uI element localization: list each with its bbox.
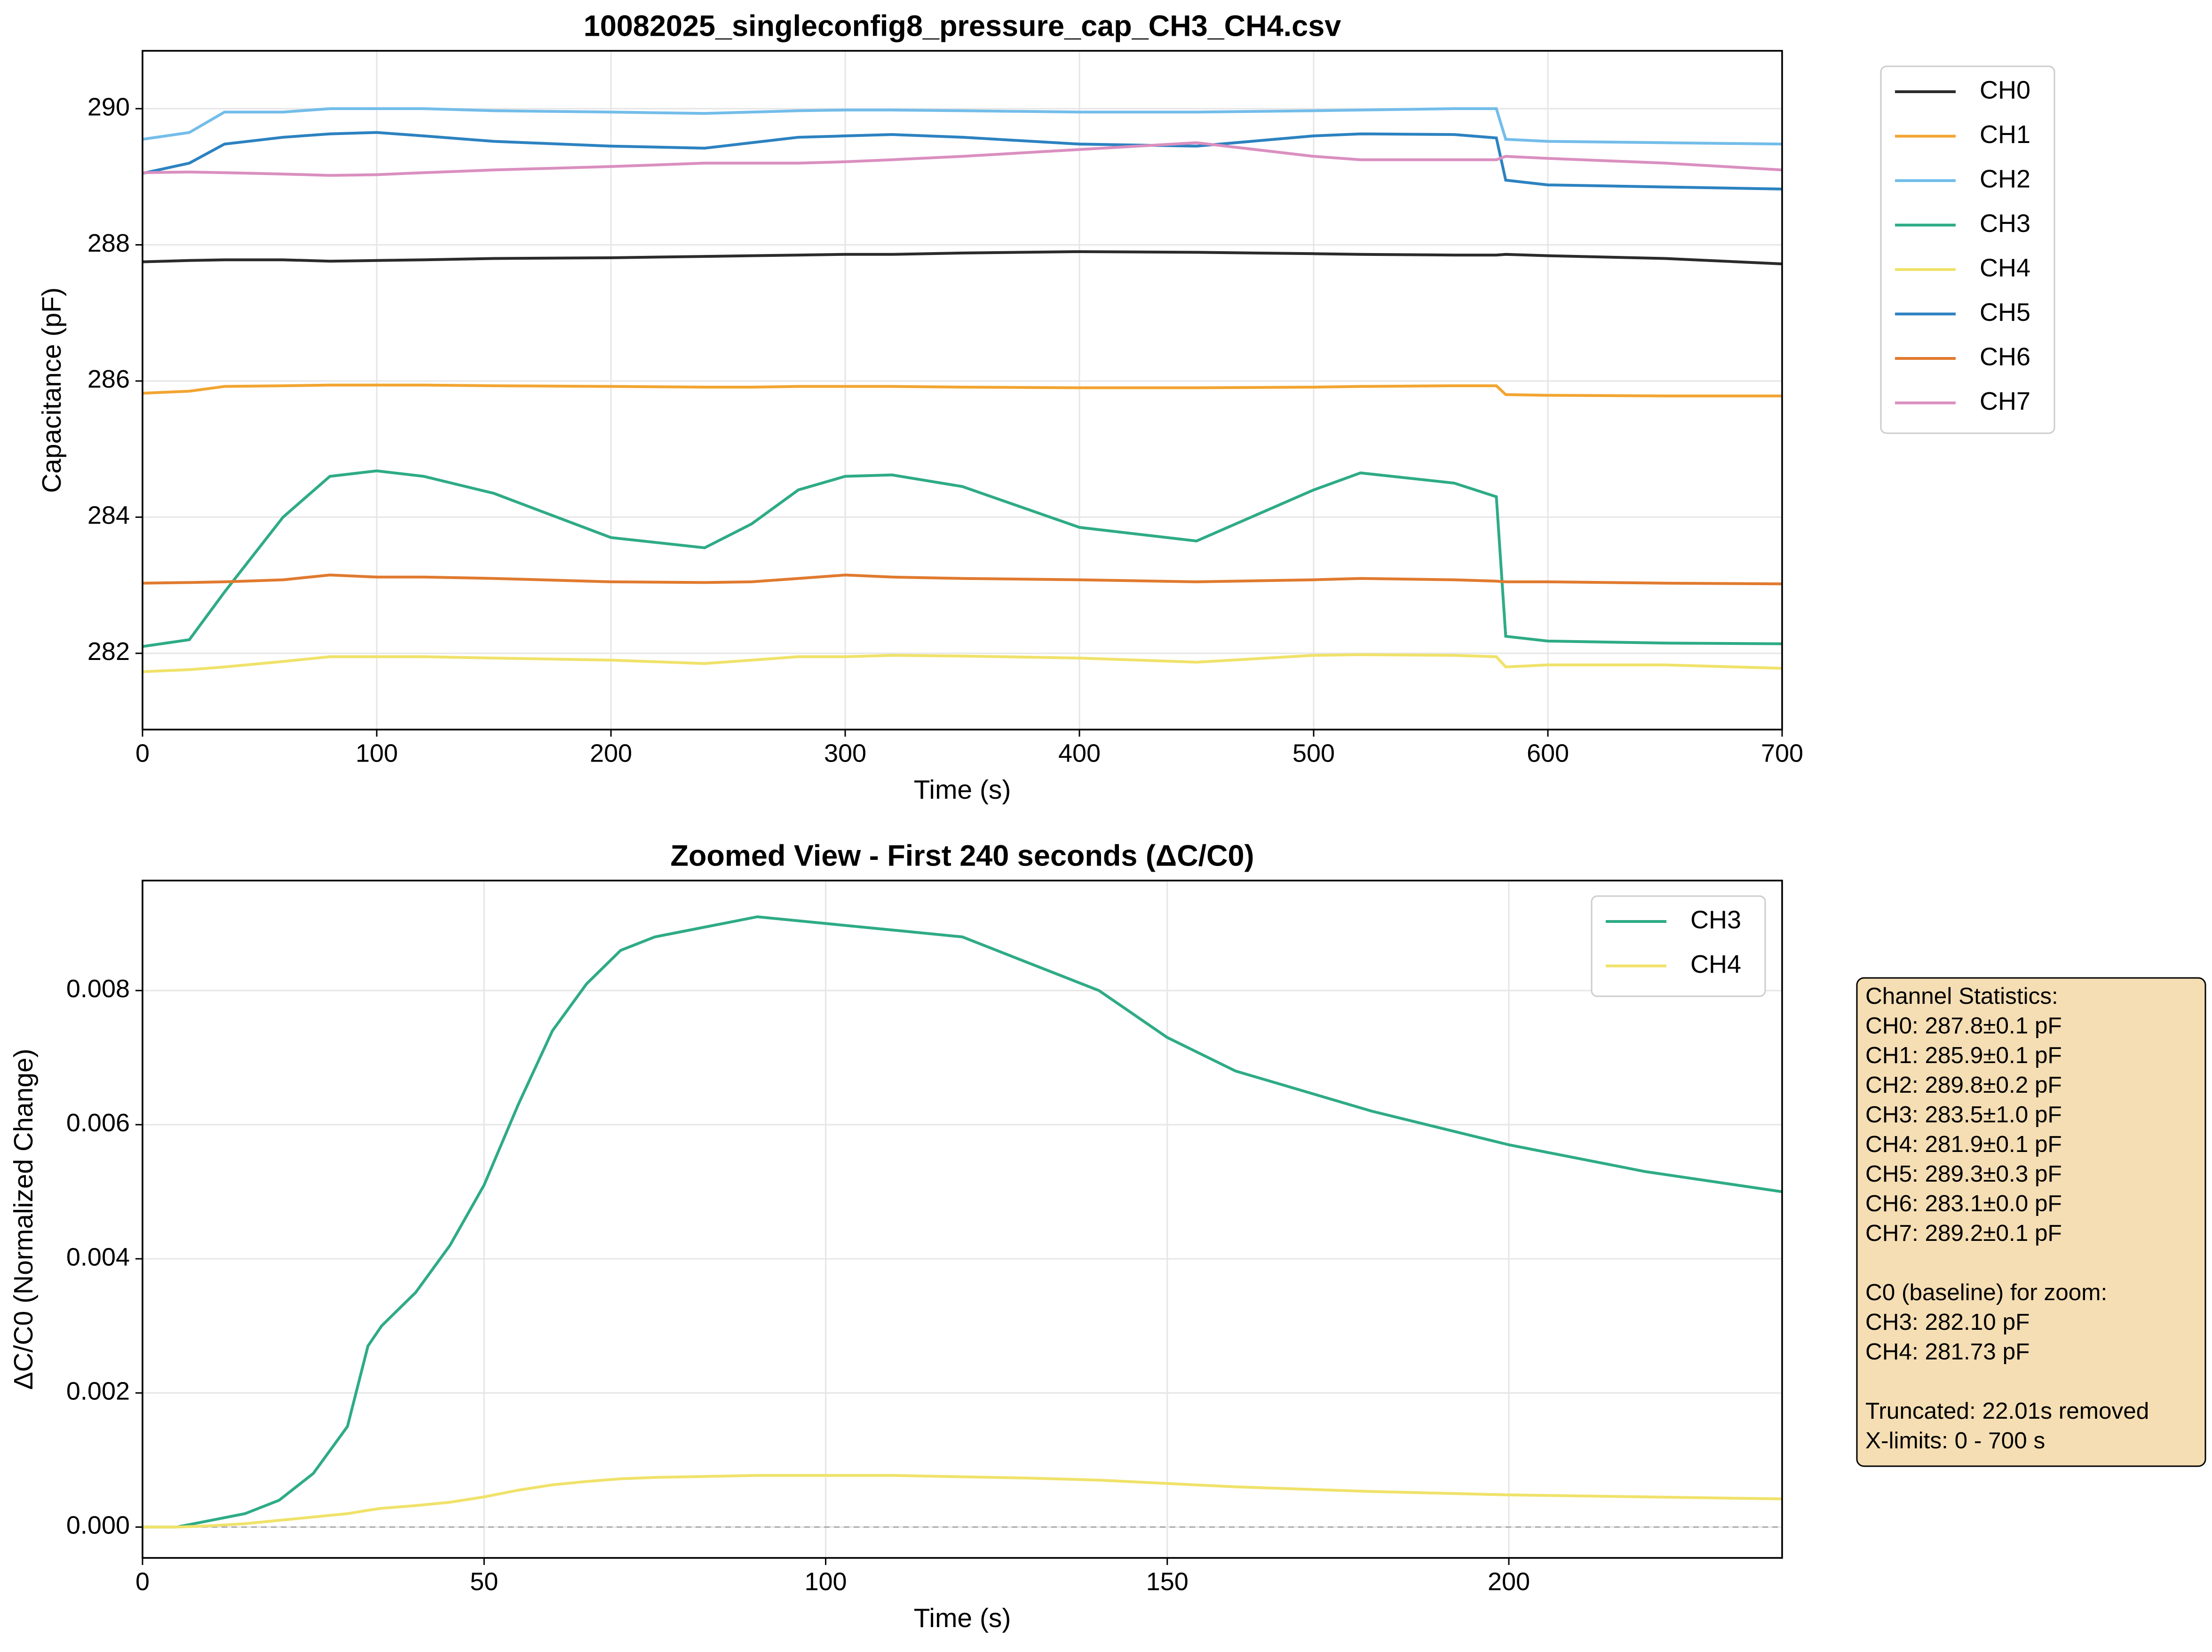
stats-line: CH0: 287.8±0.1 pF — [1865, 1013, 2062, 1039]
y-tick-label: 286 — [87, 365, 130, 393]
plot-frame — [142, 880, 1783, 1559]
stats-line: C0 (baseline) for zoom: — [1865, 1279, 2107, 1305]
stats-line: CH3: 282.10 pF — [1865, 1309, 2030, 1335]
y-tick-label: 290 — [87, 93, 130, 121]
series-line — [143, 1474, 1782, 1529]
x-tick-label: 50 — [470, 1567, 498, 1596]
x-tick-label: 500 — [1292, 739, 1335, 767]
legend-label: CH1 — [1980, 120, 2030, 149]
stats-line: CH6: 283.1±0.0 pF — [1865, 1191, 2062, 1216]
stats-line: CH3: 283.5±1.0 pF — [1865, 1102, 2062, 1128]
stats-line: CH2: 289.8±0.2 pF — [1865, 1072, 2062, 1098]
stats-line: Truncated: 22.01s removed — [1865, 1398, 2149, 1424]
series-line — [143, 469, 1782, 648]
y-tick-label: 0.006 — [66, 1109, 130, 1137]
y-tick-label: 0.002 — [66, 1377, 130, 1406]
series-line — [143, 653, 1782, 673]
stats-line: Channel Statistics: — [1865, 983, 2058, 1009]
y-tick-label: 282 — [87, 637, 130, 666]
x-axis-label: Time (s) — [914, 775, 1011, 805]
x-tick-label: 400 — [1058, 739, 1101, 767]
legend-label: CH7 — [1980, 387, 2030, 415]
series-line — [143, 250, 1782, 266]
x-tick-label: 600 — [1527, 739, 1569, 767]
series-line — [143, 141, 1782, 177]
stats-box — [1856, 977, 2206, 1467]
plot-frame — [142, 50, 1783, 731]
y-tick-label: 288 — [87, 229, 130, 257]
x-tick-label: 100 — [356, 739, 398, 767]
chart-title: 10082025_singleconfig8_pressure_cap_CH3_… — [584, 10, 1341, 43]
x-tick-label: 700 — [1761, 739, 1803, 767]
chart-title: Zoomed View - First 240 seconds (ΔC/C0) — [670, 840, 1254, 873]
stats-line: CH5: 289.3±0.3 pF — [1865, 1161, 2062, 1187]
legend-label: CH6 — [1980, 342, 2030, 371]
legend-label: CH5 — [1980, 298, 2030, 326]
y-axis-label: ΔC/C0 (Normalized Change) — [8, 1048, 39, 1390]
x-axis-label: Time (s) — [914, 1603, 1011, 1633]
y-tick-label: 0.000 — [66, 1511, 130, 1540]
x-tick-label: 200 — [590, 739, 632, 767]
stats-line: X-limits: 0 - 700 s — [1865, 1428, 2045, 1453]
series-line — [143, 107, 1782, 146]
stats-line: CH7: 289.2±0.1 pF — [1865, 1220, 2062, 1246]
y-tick-label: 0.004 — [66, 1243, 130, 1271]
x-tick-label: 200 — [1488, 1567, 1530, 1596]
stats-line: CH4: 281.73 pF — [1865, 1339, 2030, 1365]
x-tick-label: 150 — [1146, 1567, 1189, 1596]
series-line — [143, 573, 1782, 586]
x-tick-label: 0 — [135, 1567, 150, 1596]
legend-label: CH4 — [1690, 950, 1741, 978]
series-line — [143, 383, 1782, 397]
y-tick-label: 0.008 — [66, 975, 130, 1003]
stats-line: CH4: 281.9±0.1 pF — [1865, 1131, 2062, 1157]
series-line — [143, 131, 1782, 191]
legend-label: CH0 — [1980, 76, 2030, 104]
legend-box — [1880, 65, 2055, 434]
legend-label: CH3 — [1690, 905, 1741, 934]
x-tick-label: 0 — [135, 739, 150, 767]
legend-label: CH3 — [1980, 209, 2030, 238]
y-tick-label: 284 — [87, 501, 130, 530]
legend-label: CH2 — [1980, 165, 2030, 193]
x-tick-label: 100 — [804, 1567, 847, 1596]
x-tick-label: 300 — [824, 739, 866, 767]
stats-line: CH1: 285.9±0.1 pF — [1865, 1042, 2062, 1068]
series-line — [143, 915, 1782, 1529]
legend-label: CH4 — [1980, 254, 2030, 282]
y-axis-label: Capacitance (pF) — [37, 287, 67, 493]
